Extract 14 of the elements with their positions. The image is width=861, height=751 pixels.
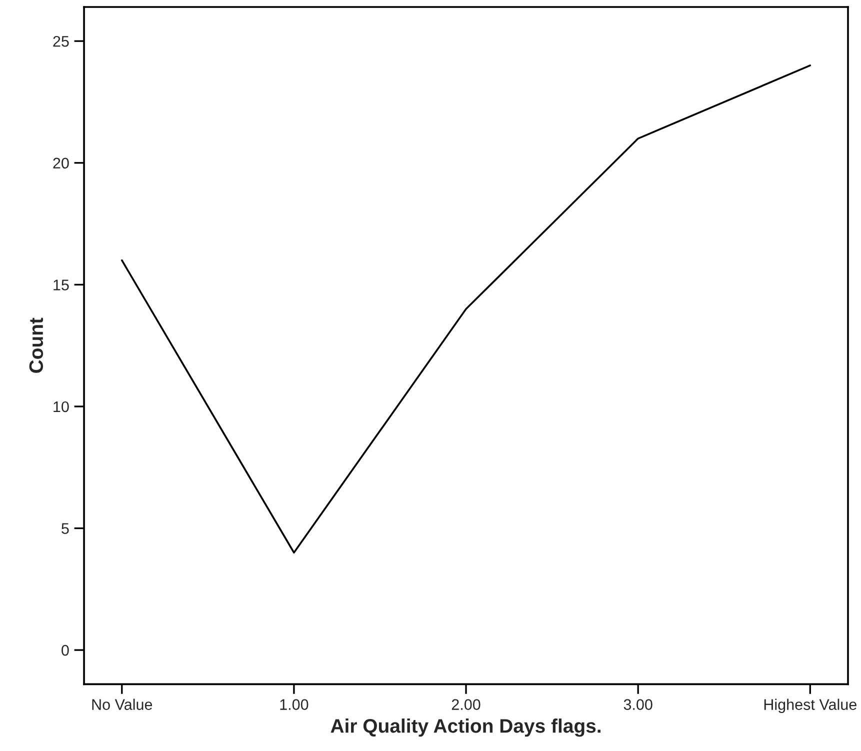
x-tick-label: 2.00 — [452, 699, 480, 710]
x-tick-label: 1.00 — [280, 699, 308, 710]
line-series — [120, 64, 812, 554]
y-tick-label: 15 — [54, 280, 69, 290]
x-tick-label: Highest Value — [764, 698, 856, 713]
y-tick-label: 25 — [53, 36, 69, 47]
y-axis-title: Count — [29, 318, 44, 373]
y-tick-label: 0 — [62, 644, 69, 656]
x-tick-label: No Value — [92, 698, 152, 710]
x-axis-title: Air Quality Action Days flags. — [330, 718, 600, 737]
y-tick-label: 10 — [54, 401, 69, 412]
y-tick-label: 5 — [62, 523, 69, 534]
x-tick-label: 3.00 — [624, 699, 652, 710]
y-tick-label: 20 — [53, 158, 69, 169]
